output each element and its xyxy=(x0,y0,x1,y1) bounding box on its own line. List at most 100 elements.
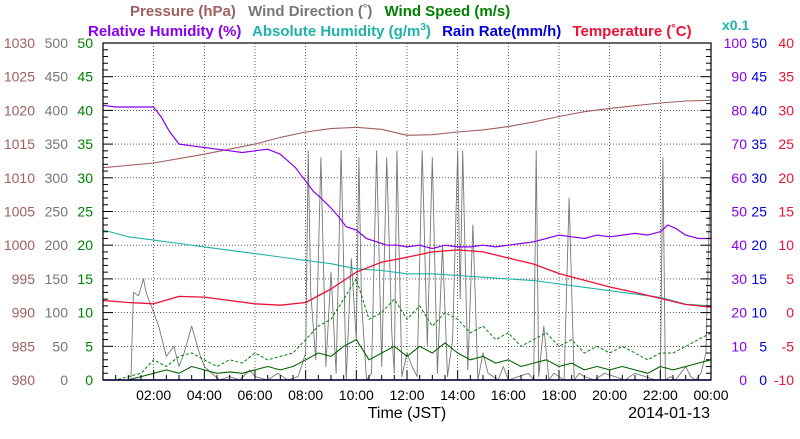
y-tick-label-wind-speed: 25 xyxy=(77,204,93,220)
legend-line-2: Relative Humidity (%) Absolute Humidity … xyxy=(88,22,692,40)
x-tick-label: 04:00 xyxy=(187,387,222,403)
x-tick-label: 08:00 xyxy=(288,387,323,403)
y-tick-label-wind-speed: 50 xyxy=(77,35,93,51)
y-tick-label-pressure: 1005 xyxy=(4,204,35,220)
legend-wind-direction-prefix: Wind Direction ( xyxy=(248,3,363,20)
x-tick-label: 12:00 xyxy=(389,387,424,403)
legend-rain-rate: Rain Rate(mm/h) xyxy=(442,23,561,40)
y-tick-label-temperature: 10 xyxy=(778,237,794,253)
y-tick-label-rain-rate: 30 xyxy=(751,170,767,186)
y-tick-label-wind-direction: 400 xyxy=(45,102,69,118)
y-tick-label-pressure: 990 xyxy=(12,305,36,321)
y-tick-label-relative-humidity: 20 xyxy=(731,305,747,321)
x-tick-label: 06:00 xyxy=(237,387,272,403)
x-tick-label: 00:00 xyxy=(693,387,728,403)
y-tick-label-relative-humidity: 100 xyxy=(724,35,748,51)
legend-absolute-humidity: Absolute Humidity (g/m3) xyxy=(252,22,431,40)
y-tick-label-relative-humidity: 50 xyxy=(731,204,747,220)
series-line-wind-speed xyxy=(103,339,712,381)
series-line-pressure xyxy=(102,99,712,169)
y-tick-label-rain-rate: 45 xyxy=(751,69,767,85)
x-tick-label: 14:00 xyxy=(440,387,475,403)
y-tick-label-temperature: 25 xyxy=(778,136,794,152)
y-tick-label-temperature: 40 xyxy=(778,35,794,51)
y-tick-label-relative-humidity: 90 xyxy=(731,69,747,85)
legend-absolute-humidity-suffix: ) xyxy=(426,23,431,40)
x-axis-title: Time (JST) xyxy=(368,405,447,422)
legend-absolute-humidity-prefix: Absolute Humidity (g/m xyxy=(252,23,420,40)
legend-temperature-prefix: Temperature ( xyxy=(572,23,671,40)
y-tick-label-rain-rate: 0 xyxy=(759,372,767,388)
legend-line-1: Pressure (hPa) Wind Direction (°) Wind S… xyxy=(130,3,510,20)
y-tick-label-pressure: 1030 xyxy=(4,35,35,51)
y-tick-label-relative-humidity: 10 xyxy=(731,338,747,354)
legend-temperature: Temperature (°C) xyxy=(572,23,691,40)
y-tick-label-wind-speed: 15 xyxy=(77,271,93,287)
legend-temperature-suffix: C) xyxy=(676,23,692,40)
y-tick-label-pressure: 1010 xyxy=(4,170,35,186)
legend-pressure: Pressure (hPa) xyxy=(130,3,236,20)
x-tick-label: 10:00 xyxy=(339,387,374,403)
y-tick-label-temperature: 0 xyxy=(786,305,794,321)
y-tick-label-wind-direction: 50 xyxy=(52,338,68,354)
y-tick-label-rain-rate: 15 xyxy=(751,271,767,287)
series-line-temperature xyxy=(102,249,712,308)
date-label: 2014-01-13 xyxy=(628,405,710,422)
legend-wind-direction-degree: ° xyxy=(363,3,367,15)
series-line-relative-humidity xyxy=(102,104,711,250)
x-tick-label: 20:00 xyxy=(592,387,627,403)
y-tick-label-wind-direction: 350 xyxy=(45,136,69,152)
legend-wind-direction: Wind Direction (°) xyxy=(248,3,372,20)
series-line-absolute-humidity xyxy=(102,229,712,307)
y-tick-label-wind-direction: 100 xyxy=(45,305,69,321)
y-tick-label-relative-humidity: 40 xyxy=(731,237,747,253)
y-tick-label-pressure: 1025 xyxy=(4,69,35,85)
x-tick-label: 02:00 xyxy=(136,387,171,403)
x-tick-label: 18:00 xyxy=(541,387,576,403)
y-tick-label-wind-direction: 300 xyxy=(45,170,69,186)
y-tick-label-pressure: 1015 xyxy=(4,136,35,152)
y-tick-label-wind-speed: 30 xyxy=(77,170,93,186)
y-tick-label-rain-rate: 5 xyxy=(759,338,767,354)
y-tick-label-relative-humidity: 70 xyxy=(731,136,747,152)
y-tick-label-relative-humidity: 80 xyxy=(731,102,747,118)
y-tick-label-wind-speed: 0 xyxy=(85,372,93,388)
y-tick-label-wind-speed: 40 xyxy=(77,102,93,118)
y-tick-label-relative-humidity: 60 xyxy=(731,170,747,186)
y-tick-label-rain-rate: 40 xyxy=(751,102,767,118)
y-tick-label-wind-direction: 0 xyxy=(60,372,68,388)
rain-scale-label: x0.1 xyxy=(722,17,749,33)
y-tick-label-rain-rate: 50 xyxy=(751,35,767,51)
x-tick-label: 16:00 xyxy=(491,387,526,403)
y-tick-label-wind-speed: 5 xyxy=(85,338,93,354)
legend-temperature-degree: ° xyxy=(671,23,675,35)
y-tick-label-rain-rate: 10 xyxy=(751,305,767,321)
y-tick-label-pressure: 1020 xyxy=(4,102,35,118)
tick-layer xyxy=(103,42,712,381)
y-tick-label-pressure: 995 xyxy=(12,271,36,287)
y-tick-label-temperature: 35 xyxy=(778,69,794,85)
y-tick-label-temperature: 15 xyxy=(778,204,794,220)
y-tick-label-relative-humidity: 0 xyxy=(739,372,747,388)
y-tick-label-rain-rate: 20 xyxy=(751,237,767,253)
legend-absolute-humidity-sup: 3 xyxy=(420,22,426,33)
y-tick-label-wind-speed: 45 xyxy=(77,69,93,85)
y-tick-label-temperature: 30 xyxy=(778,102,794,118)
y-tick-label-relative-humidity: 30 xyxy=(731,271,747,287)
y-tick-label-pressure: 985 xyxy=(12,338,36,354)
y-tick-label-temperature: -5 xyxy=(782,338,795,354)
legend-wind-speed: Wind Speed (m/s) xyxy=(385,3,511,20)
legend-relative-humidity: Relative Humidity (%) xyxy=(88,23,241,40)
y-tick-label-rain-rate: 25 xyxy=(751,204,767,220)
y-tick-label-wind-direction: 200 xyxy=(45,237,69,253)
y-tick-label-wind-speed: 10 xyxy=(77,305,93,321)
y-tick-label-wind-speed: 35 xyxy=(77,136,93,152)
y-tick-label-pressure: 980 xyxy=(12,372,36,388)
y-tick-label-wind-direction: 250 xyxy=(45,204,69,220)
legend-wind-direction-suffix: ) xyxy=(367,3,372,20)
y-tick-label-pressure: 1000 xyxy=(4,237,35,253)
axis-label-layer: 02:00 04:00 06:00 08:00 10:00 12:00 14:00 16:00… xyxy=(4,35,794,403)
series-line-wind-speed-gust xyxy=(103,278,712,381)
